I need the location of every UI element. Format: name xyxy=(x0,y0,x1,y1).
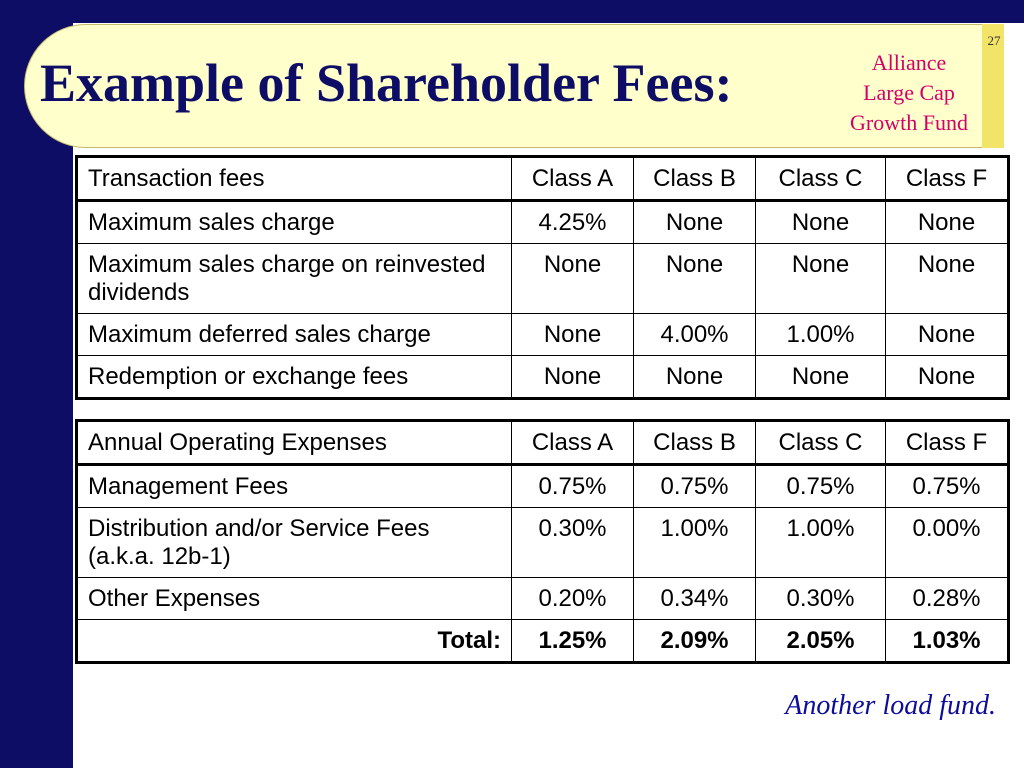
row-label: Management Fees xyxy=(77,464,512,508)
row-label: Maximum sales charge on reinvested divid… xyxy=(77,243,512,314)
operating-expenses-table: Annual Operating Expenses Class A Class … xyxy=(75,419,1010,664)
header-cell: Annual Operating Expenses xyxy=(77,421,512,466)
row-label: Redemption or exchange fees xyxy=(77,355,512,398)
page-title: Example of Shareholder Fees: xyxy=(40,53,733,113)
slide-number: 27 xyxy=(987,33,1001,48)
table-cell: 4.00% xyxy=(633,313,756,356)
table-cell: None xyxy=(885,355,1008,398)
total-cell: 1.25% xyxy=(511,619,634,662)
table-cell: None xyxy=(633,200,756,244)
table-cell: 0.75% xyxy=(755,464,886,508)
table-cell: None xyxy=(755,355,886,398)
table-cell: 0.75% xyxy=(511,464,634,508)
table-cell: None xyxy=(755,243,886,314)
header-cell: Class C xyxy=(755,157,886,202)
table-header-row: Annual Operating Expenses Class A Class … xyxy=(77,421,1008,466)
table-cell: 0.30% xyxy=(755,577,886,620)
table-cell: 1.00% xyxy=(633,507,756,578)
table-cell: 0.75% xyxy=(633,464,756,508)
table-cell: 0.28% xyxy=(885,577,1008,620)
table-cell: None xyxy=(755,200,886,244)
row-label: Other Expenses xyxy=(77,577,512,620)
table-cell: 0.75% xyxy=(885,464,1008,508)
fund-name: Alliance Large Cap Growth Fund xyxy=(828,48,990,138)
top-band xyxy=(0,0,1024,23)
table-cell: None xyxy=(511,243,634,314)
table-cell: 0.20% xyxy=(511,577,634,620)
table-row: Maximum deferred sales charge None 4.00%… xyxy=(77,313,1008,356)
table-header-row: Transaction fees Class A Class B Class C… xyxy=(77,157,1008,202)
header-cell: Class F xyxy=(885,421,1008,466)
header-cell: Class A xyxy=(511,157,634,202)
row-label: Maximum sales charge xyxy=(77,200,512,244)
table-cell: None xyxy=(633,355,756,398)
header-cell: Class B xyxy=(633,421,756,466)
fund-name-line: Large Cap xyxy=(863,80,955,105)
row-label: Distribution and/or Service Fees (a.k.a.… xyxy=(77,507,512,578)
title-stripe xyxy=(982,24,1004,148)
total-row: Total: 1.25% 2.09% 2.05% 1.03% xyxy=(77,619,1008,662)
table-cell: None xyxy=(633,243,756,314)
table-cell: 0.30% xyxy=(511,507,634,578)
header-cell: Transaction fees xyxy=(77,157,512,202)
total-cell: 2.05% xyxy=(755,619,886,662)
table-row: Distribution and/or Service Fees (a.k.a.… xyxy=(77,507,1008,578)
table-cell: 0.00% xyxy=(885,507,1008,578)
row-label: Maximum deferred sales charge xyxy=(77,313,512,356)
footnote: Another load fund. xyxy=(785,690,996,721)
fund-name-line: Alliance xyxy=(871,50,947,75)
table-cell: None xyxy=(511,355,634,398)
transaction-fees-table: Transaction fees Class A Class B Class C… xyxy=(75,155,1010,400)
table-cell: None xyxy=(885,313,1008,356)
title-banner xyxy=(24,24,1004,148)
table-cell: 1.00% xyxy=(755,507,886,578)
header-cell: Class C xyxy=(755,421,886,466)
table-cell: 0.34% xyxy=(633,577,756,620)
table-cell: None xyxy=(885,243,1008,314)
header-cell: Class B xyxy=(633,157,756,202)
table-row: Maximum sales charge 4.25% None None Non… xyxy=(77,200,1008,244)
table-row: Maximum sales charge on reinvested divid… xyxy=(77,243,1008,314)
header-cell: Class A xyxy=(511,421,634,466)
table-cell: 1.00% xyxy=(755,313,886,356)
fund-name-line: Growth Fund xyxy=(850,110,968,135)
table-row: Redemption or exchange fees None None No… xyxy=(77,355,1008,398)
table-cell: None xyxy=(511,313,634,356)
total-label: Total: xyxy=(77,619,512,662)
table-cell: None xyxy=(885,200,1008,244)
header-cell: Class F xyxy=(885,157,1008,202)
table-row: Other Expenses 0.20% 0.34% 0.30% 0.28% xyxy=(77,577,1008,620)
total-cell: 2.09% xyxy=(633,619,756,662)
table-cell: 4.25% xyxy=(511,200,634,244)
total-cell: 1.03% xyxy=(885,619,1008,662)
table-row: Management Fees 0.75% 0.75% 0.75% 0.75% xyxy=(77,464,1008,508)
